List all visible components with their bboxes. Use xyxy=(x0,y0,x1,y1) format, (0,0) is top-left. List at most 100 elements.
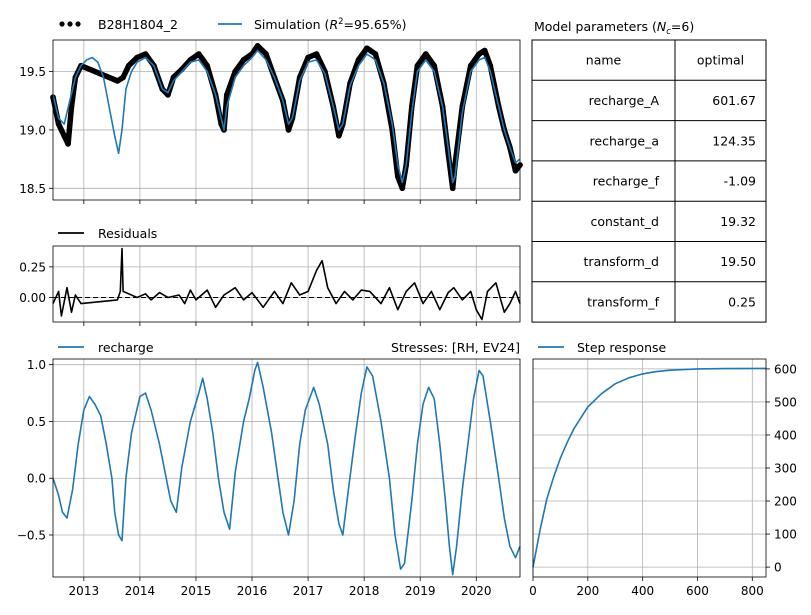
observed-point xyxy=(204,62,210,69)
table-header-optimal: optimal xyxy=(697,53,744,68)
table-cell-name: recharge_A xyxy=(589,93,660,108)
table-cell-value: 601.67 xyxy=(712,93,756,108)
table-body: name optimal recharge_A 601.67 recharge_a 124… xyxy=(531,39,767,323)
y-tick-label: 400 xyxy=(774,428,797,442)
table-header-name: name xyxy=(586,53,622,68)
legend-simulation-label: Simulation (R2=95.65%) xyxy=(254,17,407,32)
y-tick-label: 19.5 xyxy=(19,65,46,79)
y-tick-label: 0.5 xyxy=(27,415,46,429)
y-tick-label: 300 xyxy=(774,462,797,476)
legend-observed-label: B28H1804_2 xyxy=(98,17,178,32)
x-tick-label: 0 xyxy=(529,584,537,598)
y-tick-label: 100 xyxy=(774,528,797,542)
observed-point xyxy=(395,173,401,180)
step-response-panel: 0 200 400 600 800 0 100 200 300 400 500 600 Step re… xyxy=(529,340,797,598)
recharge-grid xyxy=(53,359,520,577)
y-tick-label: −0.5 xyxy=(17,528,46,542)
step-response-grid xyxy=(532,359,766,577)
stresses-label: Stresses: [RH, EV24] xyxy=(391,340,520,355)
observed-point xyxy=(125,62,132,69)
observed-point xyxy=(336,133,342,139)
table-cell-value: -1.09 xyxy=(724,174,756,189)
observed-point xyxy=(423,51,429,57)
x-tick-label: 600 xyxy=(686,584,709,598)
x-tick-label: 400 xyxy=(631,584,654,598)
recharge-axes-frame xyxy=(52,358,521,578)
simulation-line xyxy=(52,49,521,184)
observed-point xyxy=(142,51,149,57)
legend-observed-marker xyxy=(59,21,65,27)
observed-point xyxy=(313,51,320,57)
x-tick-label: 2018 xyxy=(349,584,380,598)
x-tick-label: 2020 xyxy=(461,584,492,598)
observed-point xyxy=(114,78,121,84)
observed-point xyxy=(61,133,67,139)
table-cell-name: recharge_f xyxy=(593,174,660,189)
observed-point xyxy=(165,92,171,98)
recharge-line xyxy=(52,361,521,576)
step-response-series xyxy=(532,367,767,568)
residuals-legend: Residuals xyxy=(58,226,157,241)
y-tick-label: 0.0 xyxy=(27,472,46,486)
table-cell-name: transform_d xyxy=(584,254,659,269)
heads-legend: B28H1804_2 Simulation (R2=95.65%) xyxy=(59,17,407,32)
table-cell-value: 0.25 xyxy=(728,294,756,309)
observed-point xyxy=(232,68,238,75)
observed-point xyxy=(305,54,311,61)
recharge-panel: 2013 2014 2015 2016 2017 2018 2019 2020 −0.5 0.0 0… xyxy=(17,340,521,598)
observed-point xyxy=(196,51,202,57)
table-title: Model parameters (Nc=6) xyxy=(534,19,694,37)
residuals-line xyxy=(52,247,521,321)
table-cell-name: transform_f xyxy=(587,294,660,309)
x-tick-label: 800 xyxy=(741,584,764,598)
legend-observed-marker xyxy=(75,21,81,27)
x-tick-label: 2013 xyxy=(69,584,100,598)
table-border xyxy=(531,39,767,323)
observed-point xyxy=(285,127,292,133)
heads-axes-frame xyxy=(52,39,521,201)
residuals-ticks: 0.00 0.25 xyxy=(19,260,477,326)
observed-point xyxy=(55,121,62,127)
x-tick-label: 2019 xyxy=(405,584,436,598)
observed-point xyxy=(364,45,370,51)
x-tick-label: 2017 xyxy=(293,584,324,598)
x-tick-label: 2016 xyxy=(237,584,268,598)
step-response-line xyxy=(532,367,767,568)
observed-point xyxy=(120,74,126,81)
residuals-panel: 0.00 0.25 Residuals xyxy=(19,226,521,326)
observed-point xyxy=(224,92,230,98)
heads-series xyxy=(50,43,523,192)
model-parameters-table: Model parameters (Nc=6) name optimal recha… xyxy=(531,19,767,323)
observed-point xyxy=(372,51,379,57)
recharge-ticks: 2013 2014 2015 2016 2017 2018 2019 2020 −0.5 0.0 0… xyxy=(17,358,492,598)
residuals-axes-frame xyxy=(52,245,521,323)
observed-point xyxy=(481,47,488,54)
observed-point xyxy=(414,62,421,69)
observed-point xyxy=(399,185,406,192)
table-cell-value: 124.35 xyxy=(712,133,756,148)
residuals-series xyxy=(52,247,521,321)
y-tick-label: 0.25 xyxy=(19,260,46,274)
observed-point xyxy=(68,103,75,110)
observed-point xyxy=(254,43,261,49)
x-tick-label: 200 xyxy=(576,584,599,598)
recharge-series xyxy=(52,361,521,576)
y-tick-label: 0.00 xyxy=(19,291,46,305)
heads-panel: 18.5 19.0 19.5 B28H1804_2 Simulation (R2=9… xyxy=(19,17,523,204)
y-tick-label: 18.5 xyxy=(19,182,46,196)
observed-point xyxy=(512,168,519,174)
x-tick-label: 2015 xyxy=(181,584,212,598)
y-tick-label: 200 xyxy=(774,495,797,509)
step-response-ticks: 0 200 400 600 800 0 100 200 300 400 500 600 xyxy=(529,362,797,598)
y-tick-label: 1.0 xyxy=(27,358,46,372)
y-tick-label: 19.0 xyxy=(19,123,46,137)
step-response-legend: Step response xyxy=(538,340,667,355)
observed-point xyxy=(476,51,482,57)
table-cell-value: 19.32 xyxy=(720,214,756,229)
observed-point xyxy=(355,57,362,63)
observed-point xyxy=(65,141,71,147)
observed-point xyxy=(431,62,438,69)
y-tick-label: 600 xyxy=(774,362,797,376)
